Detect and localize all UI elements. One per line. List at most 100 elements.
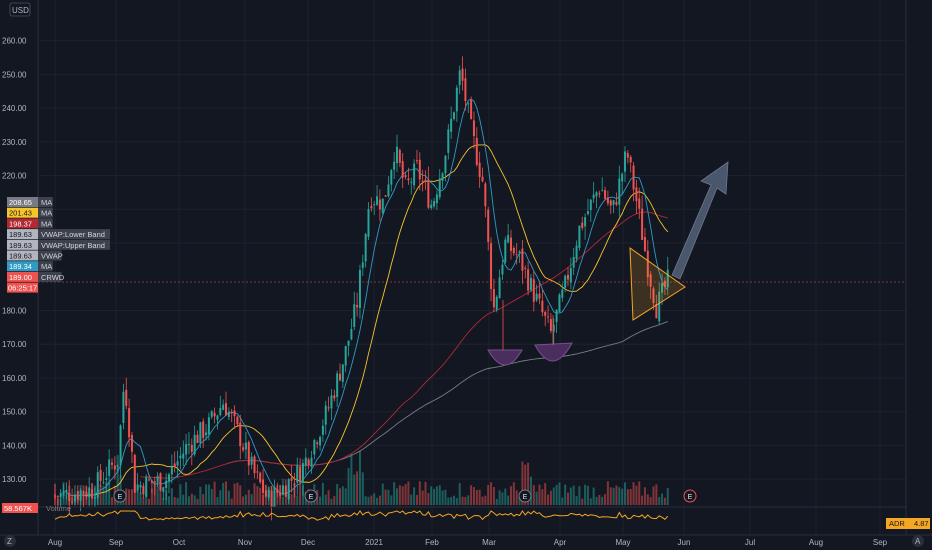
candle-body	[592, 194, 595, 199]
candle-body	[199, 422, 202, 443]
candle-body	[56, 496, 59, 498]
volume-bar	[609, 487, 612, 505]
candle-body	[130, 435, 133, 452]
candle-body	[156, 475, 159, 482]
ma-100-line	[140, 211, 668, 479]
volume-bar	[370, 495, 373, 505]
candle-body	[327, 407, 330, 409]
volume-bar	[430, 486, 433, 505]
volume-bar	[381, 483, 384, 505]
volume-bar	[250, 494, 253, 505]
candle-body	[216, 415, 219, 420]
candle-body	[333, 395, 336, 399]
candle-body	[470, 100, 473, 119]
candle-body	[213, 412, 216, 417]
volume-bar	[586, 485, 589, 505]
candle-body	[319, 436, 322, 446]
price-badge	[7, 261, 38, 272]
volume-bar	[333, 495, 336, 505]
price-badge-tag-text: VWAP:Upper Band	[41, 241, 105, 250]
candle-body	[247, 442, 250, 466]
candle-body	[387, 184, 390, 197]
volume-bar	[324, 494, 327, 505]
candle-body	[558, 294, 561, 312]
candle-body	[635, 187, 638, 202]
candle-body	[170, 466, 173, 475]
candle-body	[638, 198, 641, 209]
earnings-marker[interactable]	[304, 489, 318, 503]
price-badge-tag-text: MA	[41, 198, 52, 207]
volume-bar	[578, 486, 581, 505]
earnings-marker[interactable]	[683, 489, 697, 503]
volume-bar	[99, 484, 102, 505]
candle-body	[358, 269, 361, 308]
volume-bar	[321, 482, 324, 505]
volume-bar	[376, 497, 379, 505]
candle-body	[168, 474, 170, 482]
volume-bar	[222, 482, 225, 505]
volume-bar	[358, 450, 361, 505]
volume-bar	[401, 486, 404, 505]
grid	[40, 0, 906, 535]
earnings-marker-label[interactable]: E	[523, 494, 528, 501]
price-badge-value: 189.63	[9, 241, 32, 250]
volume-bar	[652, 486, 655, 505]
volume-bar	[484, 495, 487, 505]
zoom-button[interactable]	[4, 535, 16, 547]
candle-body	[598, 193, 601, 195]
earnings-marker-label[interactable]: E	[688, 494, 693, 501]
candle-body	[173, 463, 176, 467]
candle-body	[529, 277, 532, 291]
candle-body	[76, 491, 79, 500]
candle-body	[663, 280, 666, 287]
volume-bar	[472, 487, 475, 505]
x-tick-label: Jul	[745, 538, 755, 547]
candle-body	[601, 190, 604, 192]
volume-bar	[572, 485, 575, 505]
earnings-marker-label[interactable]: E	[309, 494, 314, 501]
candle-body	[478, 162, 481, 177]
x-tick-label: Sep	[109, 538, 124, 547]
earnings-marker-label[interactable]: E	[118, 494, 123, 501]
volume-bar	[116, 455, 119, 505]
earnings-marker[interactable]	[518, 489, 532, 503]
candle-body	[65, 489, 68, 494]
volume-bar	[455, 498, 458, 505]
volume-bar	[196, 498, 199, 505]
candle-body	[356, 305, 359, 308]
auto-scale-button[interactable]	[912, 535, 924, 547]
candle-body	[227, 411, 230, 417]
volume-bar	[501, 492, 504, 505]
moving-averages	[66, 98, 669, 497]
volume-bar	[210, 488, 213, 505]
volume-bar	[592, 487, 595, 505]
candle-body	[165, 480, 168, 489]
candle-body	[59, 492, 62, 498]
candle-body	[139, 484, 142, 488]
zoom-button-label[interactable]: Z	[7, 537, 12, 546]
candle-body	[108, 459, 111, 476]
x-tick-label: Mar	[482, 538, 496, 547]
price-badge	[7, 229, 38, 240]
price-badge-tag-text: MA	[41, 219, 52, 228]
candle-body	[304, 457, 307, 466]
earnings-marker[interactable]	[113, 489, 127, 503]
candle-body	[230, 411, 233, 414]
volume-bar	[564, 484, 567, 505]
candle-body	[393, 161, 396, 170]
volume-bar	[176, 497, 179, 505]
y-tick-label: 260.00	[2, 37, 27, 46]
volume-bar	[242, 496, 245, 505]
auto-scale-button-label[interactable]: A	[915, 537, 921, 546]
candle-body	[350, 328, 353, 340]
candle-body	[273, 486, 276, 507]
candle-body	[71, 501, 74, 503]
candle-body	[205, 432, 208, 436]
volume-bar	[378, 495, 381, 505]
candle-body	[276, 489, 279, 493]
candle-body	[441, 173, 444, 181]
candle-body	[455, 87, 458, 112]
adr-line	[54, 510, 669, 521]
